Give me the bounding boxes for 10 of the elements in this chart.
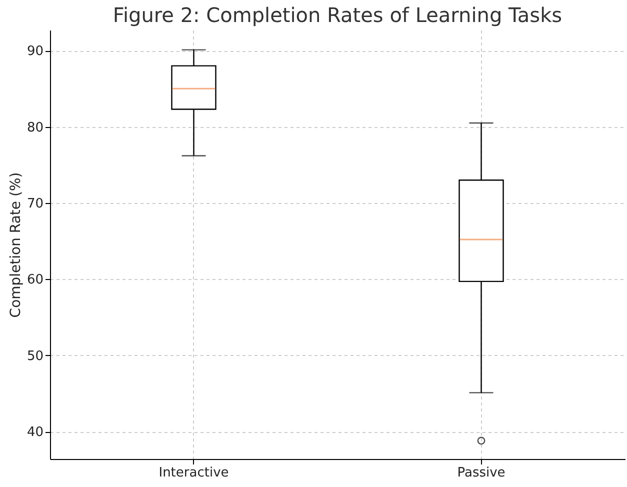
y-tick-label: 50	[26, 348, 44, 364]
x-tick-label: Passive	[457, 466, 506, 480]
y-tick-label: 80	[26, 120, 44, 136]
x-tick-label: Interactive	[158, 466, 229, 480]
y-axis-title: Completion Rate (%)	[8, 172, 24, 318]
y-tick-label: 60	[26, 272, 44, 288]
y-tick-label: 90	[26, 44, 44, 60]
y-tick-label: 40	[26, 425, 44, 440]
chart-title: Figure 2: Completion Rates of Learning Tasks	[112, 3, 562, 27]
y-tick-label: 70	[26, 196, 44, 212]
